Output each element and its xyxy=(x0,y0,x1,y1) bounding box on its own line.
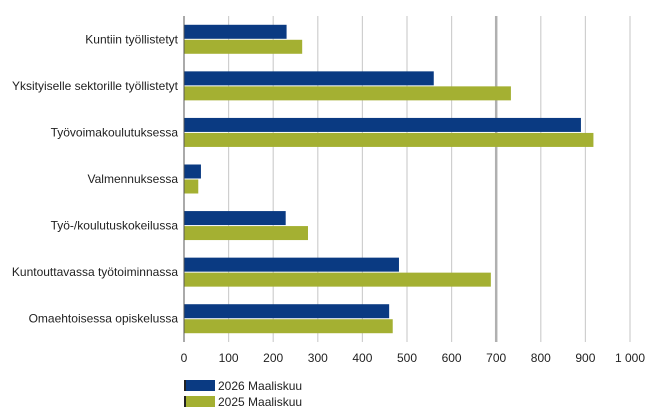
bar-series-1 xyxy=(184,211,286,226)
x-tick-label: 900 xyxy=(575,351,595,365)
category-label: Työvoimakoulutuksessa xyxy=(51,125,179,139)
legend-label: 2026 Maaliskuu xyxy=(218,379,302,393)
category-label: Kuntiin työllistetyt xyxy=(85,32,178,46)
category-label: Työ-/koulutuskokeilussa xyxy=(51,219,179,233)
bar-series-1 xyxy=(184,117,581,132)
legend-swatch xyxy=(186,380,215,391)
legend-swatch-edge xyxy=(184,396,186,407)
legend-swatch xyxy=(186,396,215,407)
category-labels: Kuntiin työllistetyt Yksityiselle sektori… xyxy=(12,32,179,325)
bars xyxy=(184,24,594,334)
category-label: Omaehtoisessa opiskelussa xyxy=(29,312,179,326)
legend-swatch-edge xyxy=(184,380,186,391)
x-tick-label: 800 xyxy=(531,351,551,365)
x-tick-label: 300 xyxy=(308,351,328,365)
x-tick-label: 600 xyxy=(442,351,462,365)
category-label: Valmennuksessa xyxy=(88,172,179,186)
bar-series-1 xyxy=(184,71,434,86)
legend: 2026 Maaliskuu 2025 Maaliskuu xyxy=(184,379,302,408)
bar-series-2 xyxy=(184,86,511,101)
x-tick-label: 400 xyxy=(352,351,372,365)
bar-series-2 xyxy=(184,226,308,241)
grid-lines xyxy=(228,16,631,342)
x-tick-label: 100 xyxy=(219,351,239,365)
bar-series-2 xyxy=(184,179,199,194)
bar-series-2 xyxy=(184,132,594,147)
category-label: Yksityiselle sektorille työllistetyt xyxy=(12,79,179,93)
legend-label: 2025 Maaliskuu xyxy=(218,395,302,408)
x-tick-label: 200 xyxy=(263,351,283,365)
bar-series-1 xyxy=(184,304,390,319)
x-tick-label: 1 000 xyxy=(615,351,645,365)
x-tick-label: 500 xyxy=(397,351,417,365)
x-tick-label: 0 xyxy=(181,351,188,365)
bar-series-2 xyxy=(184,39,303,54)
bar-series-1 xyxy=(184,164,201,179)
x-tick-label: 700 xyxy=(486,351,506,365)
bar-series-1 xyxy=(184,24,287,39)
tick-labels: 0 100 200 300 400 500 600 700 800 900 1 000 xyxy=(181,351,645,365)
category-label: Kuntouttavassa työtoiminnassa xyxy=(12,265,178,279)
bar-series-2 xyxy=(184,272,491,287)
bar-series-2 xyxy=(184,319,393,334)
bar-series-1 xyxy=(184,257,399,272)
